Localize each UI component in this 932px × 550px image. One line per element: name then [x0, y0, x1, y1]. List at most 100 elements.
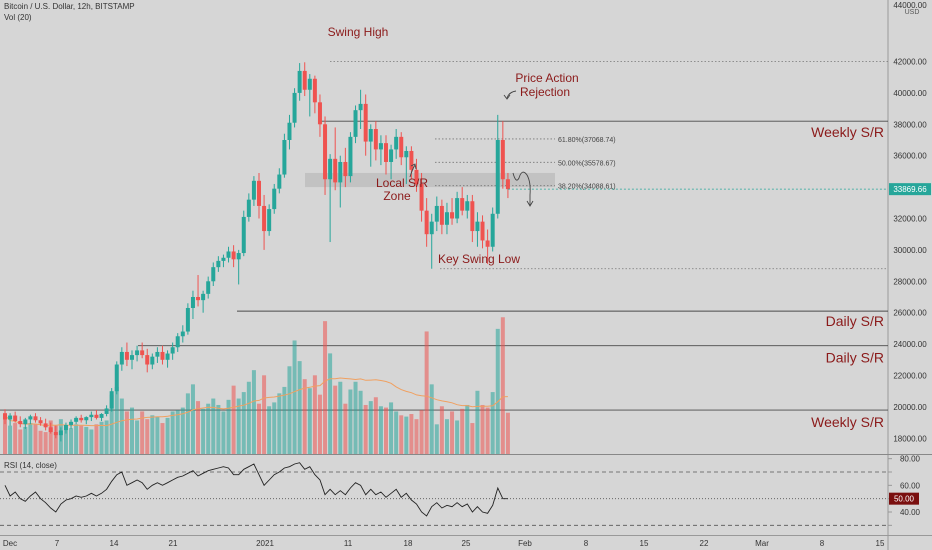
volume-bar — [282, 386, 287, 454]
rejection-arrowhead — [503, 94, 511, 100]
candle-body — [495, 140, 500, 214]
candle-body — [180, 331, 185, 337]
time-tick-label: 15 — [876, 539, 885, 548]
candle-body — [119, 351, 124, 365]
price-tick-label: 24000.00 — [893, 340, 927, 349]
volume-bar — [485, 407, 490, 454]
candle-body — [287, 122, 292, 140]
volume-bar — [246, 381, 251, 454]
candle-body — [196, 297, 201, 301]
volume-bar — [236, 398, 241, 454]
annotation-rejection: Rejection — [520, 85, 570, 99]
time-tick-label: 14 — [110, 539, 119, 548]
volume-ma-line — [4, 377, 508, 427]
annotation-swing-high: Swing High — [328, 25, 389, 39]
candle-body — [124, 351, 129, 360]
time-tick-label: Mar — [755, 539, 769, 548]
candle-body — [267, 209, 272, 232]
volume-bar — [53, 425, 58, 454]
candle-body — [28, 416, 33, 420]
candle-body — [89, 414, 94, 418]
volume-bar — [312, 375, 317, 454]
volume-bar — [470, 423, 475, 454]
volume-bar — [287, 366, 292, 454]
candle-body — [251, 180, 256, 200]
price-tick-label: 36000.00 — [893, 152, 927, 161]
candlesticks — [3, 62, 510, 442]
price-tick-label: 42000.00 — [893, 58, 927, 67]
candle-body — [343, 161, 348, 177]
volume-bar — [480, 404, 485, 454]
candle-body — [460, 198, 465, 211]
annotation-zone: Zone — [383, 189, 411, 203]
rsi-value-badge — [889, 492, 919, 505]
candle-body — [69, 421, 74, 425]
volume-bar — [439, 406, 444, 454]
volume-bar — [135, 420, 140, 454]
candle-body — [368, 129, 373, 142]
volume-bar — [500, 317, 505, 454]
time-tick-label: 7 — [55, 539, 60, 548]
sr-level-label: Weekly S/R — [811, 124, 884, 140]
volume-bar — [409, 414, 414, 454]
candle-body — [500, 140, 505, 180]
volume-bar — [155, 416, 160, 454]
local-sr-arrowhead — [410, 163, 417, 170]
volume-bar — [292, 340, 297, 454]
price-tick-label: 44000.00 — [893, 1, 927, 10]
volume-bar — [505, 412, 510, 454]
candle-body — [277, 174, 282, 189]
candle-body — [206, 281, 211, 294]
volume-bar — [28, 423, 33, 454]
volume-bar — [373, 397, 378, 454]
rejection-arrow — [506, 90, 517, 99]
candle-body — [53, 432, 58, 436]
time-tick-label: 8 — [584, 539, 589, 548]
volume-bar — [343, 403, 348, 454]
candle-body — [363, 103, 368, 142]
candle-body — [317, 102, 322, 125]
candle-body — [43, 423, 48, 428]
volume-bar — [490, 392, 495, 454]
candle-body — [58, 430, 63, 436]
volume-bar — [33, 424, 38, 454]
price-tick-label: 20000.00 — [893, 403, 927, 412]
candle-body — [394, 136, 399, 150]
volume-bar — [348, 389, 353, 454]
time-tick-label: 11 — [344, 539, 353, 548]
candle-body — [358, 103, 363, 111]
candle-body — [38, 420, 43, 424]
fib-label: 61.80%(37068.74) — [558, 137, 616, 144]
time-tick-label: Feb — [518, 539, 532, 548]
candle-body — [409, 150, 414, 170]
volume-bar — [216, 404, 221, 454]
chart-title: Bitcoin / U.S. Dollar, 12h, BITSTAMP — [4, 2, 135, 11]
rsi-indicator-label: RSI (14, close) — [4, 461, 57, 470]
rsi-tick-label: 80.00 — [900, 455, 921, 464]
rsi-line — [4, 462, 508, 517]
candle-body — [485, 240, 490, 247]
candle-body — [33, 416, 38, 421]
candle-body — [399, 136, 404, 158]
volume-bar — [140, 411, 145, 454]
candle-body — [8, 415, 13, 420]
volume-bar — [180, 407, 185, 454]
current-price-badge — [889, 183, 931, 196]
projection-path — [512, 171, 531, 205]
volume-bar — [399, 415, 404, 454]
volume-bar — [124, 411, 129, 454]
candle-body — [384, 143, 388, 162]
volume-bar — [175, 410, 180, 454]
volume-bar — [363, 404, 368, 454]
price-tick-label: 22000.00 — [893, 372, 927, 381]
volume-bar — [394, 411, 399, 454]
candle-body — [63, 424, 68, 431]
candle-body — [373, 129, 378, 150]
candle-body — [109, 391, 114, 409]
candle-body — [155, 351, 160, 357]
volume-bar — [429, 384, 434, 454]
time-tick-label: 22 — [700, 539, 709, 548]
candle-body — [455, 198, 460, 219]
price-tick-label: 32000.00 — [893, 215, 927, 224]
fib-label: 50.00%(35578.67) — [558, 160, 616, 167]
